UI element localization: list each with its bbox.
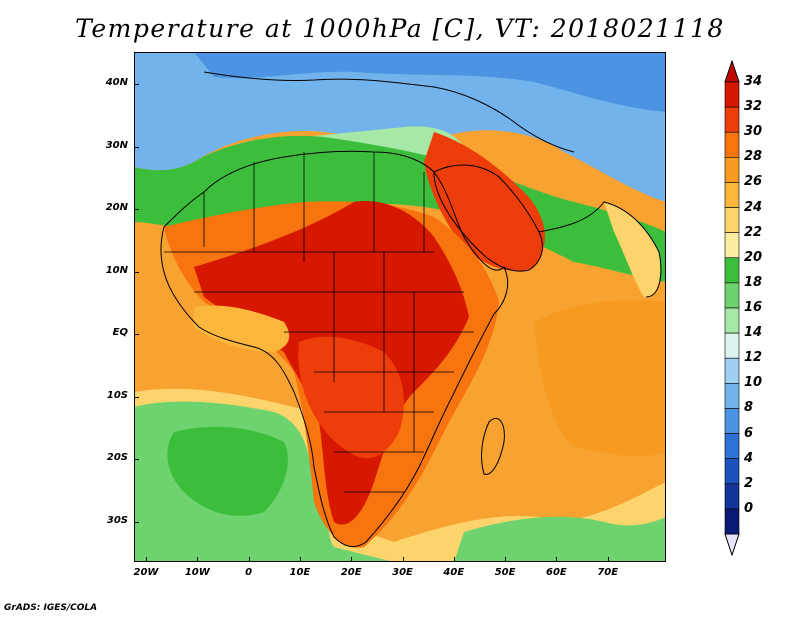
field-north-cold <box>134 52 666 202</box>
lat-tick <box>134 521 139 523</box>
lon-tick <box>453 557 455 562</box>
colorbar-segment <box>724 282 740 309</box>
field-india <box>604 202 661 298</box>
field-africa-central <box>298 336 404 459</box>
colorbar-segment <box>724 207 740 233</box>
lon-label: 70E <box>597 567 619 578</box>
colorbar-label: 12 <box>744 350 763 366</box>
lon-tick <box>607 557 609 562</box>
colorbar-segment <box>724 458 740 485</box>
colorbar-segment <box>724 433 740 459</box>
lon-label: 20W <box>133 567 159 578</box>
colorbar-segment <box>724 357 740 384</box>
lat-label: 20S <box>106 452 128 463</box>
coastline-asia <box>538 201 662 298</box>
lon-tick <box>299 557 301 562</box>
colorbar-segment <box>724 157 740 183</box>
lon-label: 10W <box>184 567 210 578</box>
colorbar-segment <box>724 408 740 434</box>
field-gulf-guinea <box>194 305 290 352</box>
field-green-band <box>134 135 666 282</box>
colorbar-label: 6 <box>744 425 754 441</box>
colorbar-label: 30 <box>744 124 763 140</box>
lat-tick <box>134 334 139 335</box>
lat-tick <box>134 209 139 210</box>
lon-tick <box>248 557 250 562</box>
colorbar-segment <box>724 307 740 334</box>
colorbar-label: 18 <box>744 274 763 290</box>
borders <box>164 152 474 493</box>
coastline-europe <box>203 71 575 153</box>
field-north-colder <box>194 52 666 112</box>
lat-tick <box>134 146 139 148</box>
lon-label: 20E <box>340 567 362 578</box>
lat-tick <box>134 396 139 398</box>
lon-label: 50E <box>494 567 516 578</box>
colorbar-label: 8 <box>744 400 754 416</box>
lon-label: 0 <box>245 567 253 578</box>
field-south-cold-2 <box>454 516 666 562</box>
lon-tick <box>402 557 404 562</box>
colorbar-label: 4 <box>744 450 754 466</box>
lon-label: 30E <box>392 567 413 578</box>
colorbar-label: 10 <box>744 375 763 391</box>
colorbar-segment <box>724 332 740 359</box>
colorbar-label: 22 <box>744 224 763 240</box>
field-south-green <box>167 426 288 516</box>
lon-tick <box>146 557 147 562</box>
colorbar-label: 26 <box>744 174 763 190</box>
lat-label: 40N <box>105 77 128 88</box>
lon-label: 60E <box>546 567 567 578</box>
colorbar-label: 0 <box>744 500 754 516</box>
lon-tick <box>197 557 199 562</box>
coastline-arabia <box>433 164 543 272</box>
field-indian-mild <box>534 300 666 457</box>
lat-label: 10S <box>106 389 128 401</box>
colorbar-segment <box>724 106 740 133</box>
colorbar-segment <box>724 483 740 510</box>
colorbar-label: 16 <box>744 300 763 315</box>
lon-tick <box>505 557 507 562</box>
colorbar-label: 24 <box>744 199 763 215</box>
colorbar-segment <box>724 508 740 535</box>
colorbar-label: 20 <box>744 249 763 265</box>
colorbar-segment <box>724 131 740 158</box>
coastline-africa <box>160 150 509 548</box>
colorbar-label: 14 <box>744 325 763 341</box>
field-arabia <box>424 132 545 271</box>
colorbar-segment <box>724 182 740 208</box>
colorbar-over-triangle <box>724 60 740 83</box>
colorbar-segment <box>724 257 740 284</box>
lat-tick <box>134 84 139 85</box>
colorbar-under-triangle <box>724 533 740 556</box>
lat-tick <box>134 459 139 460</box>
chart-title: Temperature at 1000hPa [C], VT: 20180211… <box>75 14 725 43</box>
lat-label: 20N <box>105 202 128 213</box>
lon-label: 40E <box>443 567 465 578</box>
map-plot-area <box>134 52 666 562</box>
lat-label: EQ <box>112 327 128 338</box>
lat-tick <box>134 271 139 273</box>
colorbar-label: 34 <box>744 74 763 89</box>
colorbar-label: 2 <box>744 475 754 491</box>
lon-tick <box>351 557 353 562</box>
lat-label: 30S <box>106 514 128 526</box>
temperature-map <box>134 52 666 562</box>
colorbar <box>724 60 740 556</box>
colorbar-segment <box>724 383 740 409</box>
colorbar-label: 28 <box>744 149 763 165</box>
lon-label: 10E <box>289 567 311 578</box>
colorbar-segment <box>724 232 740 259</box>
colorbar-label: 32 <box>744 99 763 115</box>
madagascar <box>481 417 505 475</box>
colorbar-segment <box>724 81 740 108</box>
footer-credit: GrADS: IGES/COLA <box>4 603 98 613</box>
lon-tick <box>556 557 558 562</box>
lat-label: 30N <box>105 139 128 151</box>
lat-label: 10N <box>105 264 128 276</box>
